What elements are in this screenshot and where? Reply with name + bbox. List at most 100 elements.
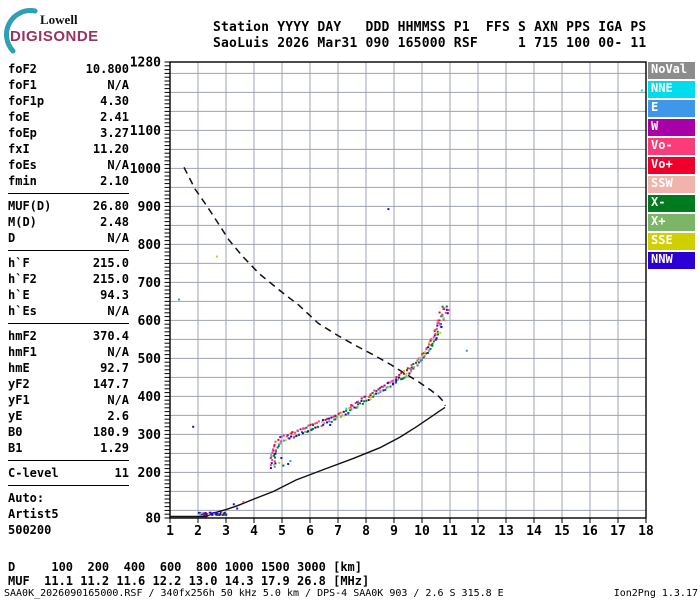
x-tick-label: 1 — [166, 524, 174, 539]
param-label: h`F — [8, 256, 30, 270]
legend-item: SSE — [648, 233, 695, 250]
y-tick-label: 80 — [145, 512, 161, 527]
grid-layer — [170, 62, 647, 518]
param-row: foE 2.41 — [8, 109, 129, 125]
param-label: h`Es — [8, 304, 37, 318]
param-value: 147.7 — [92, 377, 129, 391]
param-row: fxI 11.20 — [8, 141, 129, 157]
y-tick-label: 500 — [138, 352, 162, 367]
param-row: foEp 3.27 — [8, 125, 129, 141]
measurement-file-info: SAA0K_2026090165000.RSF / 340fx256h 50 k… — [4, 588, 504, 599]
param-value: 2.48 — [100, 215, 129, 229]
param-value: 180.9 — [92, 425, 129, 439]
panel-divider — [8, 460, 129, 461]
x-tick-label: 18 — [638, 524, 654, 539]
param-label: h`E — [8, 288, 30, 302]
param-label: fxI — [8, 142, 30, 156]
parameter-panel: foF2 10.800 foF1 N/A foF1p 4.30 foE 2.41 foEp 3.2… — [8, 61, 129, 538]
x-tick-label: 2 — [194, 524, 202, 539]
y-tick-label: 300 — [138, 428, 162, 443]
x-tick-label: 9 — [390, 524, 398, 539]
param-label: M(D) — [8, 215, 37, 229]
x-tick-label: 11 — [442, 524, 458, 539]
param-label: h`F2 — [8, 272, 37, 286]
lowell-digisonde-logo: Lowell DIGISONDE — [2, 4, 122, 54]
param-row: foF1 N/A — [8, 77, 129, 93]
echo-color-legend: NoVal NNE E W Vo- Vo+ SSW X- X+ SSE NNW — [648, 62, 695, 271]
param-value: 10.800 — [85, 62, 129, 76]
autoscaling-info-line: Auto: — [8, 491, 45, 505]
param-row: hmF1 N/A — [8, 344, 129, 360]
y-tick-label: 700 — [138, 276, 162, 291]
y-tick-label: 600 — [138, 314, 162, 329]
d-muf-table: D 100 200 400 600 800 1000 1500 3000 [km… — [8, 560, 370, 588]
param-row: MUF(D) 26.80 — [8, 198, 129, 214]
param-row: foEs N/A — [8, 157, 129, 173]
legend-item: W — [648, 119, 695, 136]
param-label: foF1 — [8, 78, 37, 92]
y-tick-label: 900 — [138, 200, 162, 215]
autoscaling-info-line: 500200 — [8, 523, 52, 537]
x-axis-labels: 1 2 3 4 5 6 7 8 9 10 11 12 13 14 15 16 17 18 — [166, 524, 654, 539]
header-values: SaoLuis 2026 Mar31 090 165000 RSF 1 715 … — [213, 36, 647, 51]
param-value: N/A — [107, 78, 129, 92]
param-label: foF2 — [8, 62, 37, 76]
topside-profile-dashed-curve — [183, 166, 446, 407]
legend-item: X- — [648, 195, 695, 212]
param-value: N/A — [107, 345, 129, 359]
param-value: 215.0 — [92, 272, 129, 286]
param-label: hmF2 — [8, 329, 37, 343]
axis-ticks — [164, 61, 647, 523]
logo-arc-icon — [4, 8, 38, 54]
y-tick-label: 1280 — [130, 56, 161, 71]
logo-text-digisonde: DIGISONDE — [10, 28, 99, 45]
param-row: hmE 92.7 — [8, 360, 129, 376]
x-tick-label: 7 — [334, 524, 342, 539]
param-value: 2.41 — [100, 110, 129, 124]
param-row: B1 1.29 — [8, 440, 129, 456]
y-tick-label: 200 — [138, 466, 162, 481]
x-tick-label: 14 — [526, 524, 542, 539]
param-label: hmF1 — [8, 345, 37, 359]
x-tick-label: 3 — [222, 524, 230, 539]
y-tick-label: 1100 — [130, 124, 161, 139]
panel-divider — [8, 323, 129, 324]
software-version: Ion2Png 1.3.17 — [613, 588, 698, 599]
y-tick-label: 400 — [138, 390, 162, 405]
x-tick-label: 10 — [414, 524, 430, 539]
param-row: hmF2 370.4 — [8, 328, 129, 344]
x-tick-label: 8 — [362, 524, 370, 539]
autoscaling-info-line: Artist5 — [8, 507, 59, 521]
panel-divider — [8, 485, 129, 486]
param-label: hmE — [8, 361, 30, 375]
x-tick-label: 15 — [554, 524, 570, 539]
param-row: yF2 147.7 — [8, 376, 129, 392]
param-row: yF1 N/A — [8, 392, 129, 408]
x-tick-label: 13 — [498, 524, 514, 539]
param-value: 370.4 — [92, 329, 129, 343]
param-row: B0 180.9 — [8, 424, 129, 440]
e-region-trace — [197, 511, 228, 516]
param-label: D — [8, 231, 16, 245]
legend-item: NNE — [648, 81, 695, 98]
bottomside-profile-solid-curve — [170, 406, 446, 518]
legend-item: Vo+ — [648, 157, 695, 174]
param-value: 1.29 — [100, 441, 129, 455]
param-row: foF1p 4.30 — [8, 93, 129, 109]
param-value: N/A — [107, 158, 129, 172]
y-tick-label: 1000 — [130, 162, 161, 177]
legend-item: X+ — [648, 214, 695, 231]
legend-item: NoVal — [648, 62, 695, 79]
param-label: B0 — [8, 425, 23, 439]
y-tick-label: 800 — [138, 238, 162, 253]
status-bar: SAA0K_2026090165000.RSF / 340fx256h 50 k… — [4, 588, 698, 599]
param-label: foF1p — [8, 94, 45, 108]
logo-text-lowell: Lowell — [40, 12, 78, 27]
param-value: N/A — [107, 304, 129, 318]
param-value: N/A — [107, 393, 129, 407]
param-value: 11.20 — [92, 142, 129, 156]
param-row: M(D) 2.48 — [8, 214, 129, 230]
param-value: 2.10 — [100, 174, 129, 188]
param-row: C-level 11 — [8, 465, 129, 481]
